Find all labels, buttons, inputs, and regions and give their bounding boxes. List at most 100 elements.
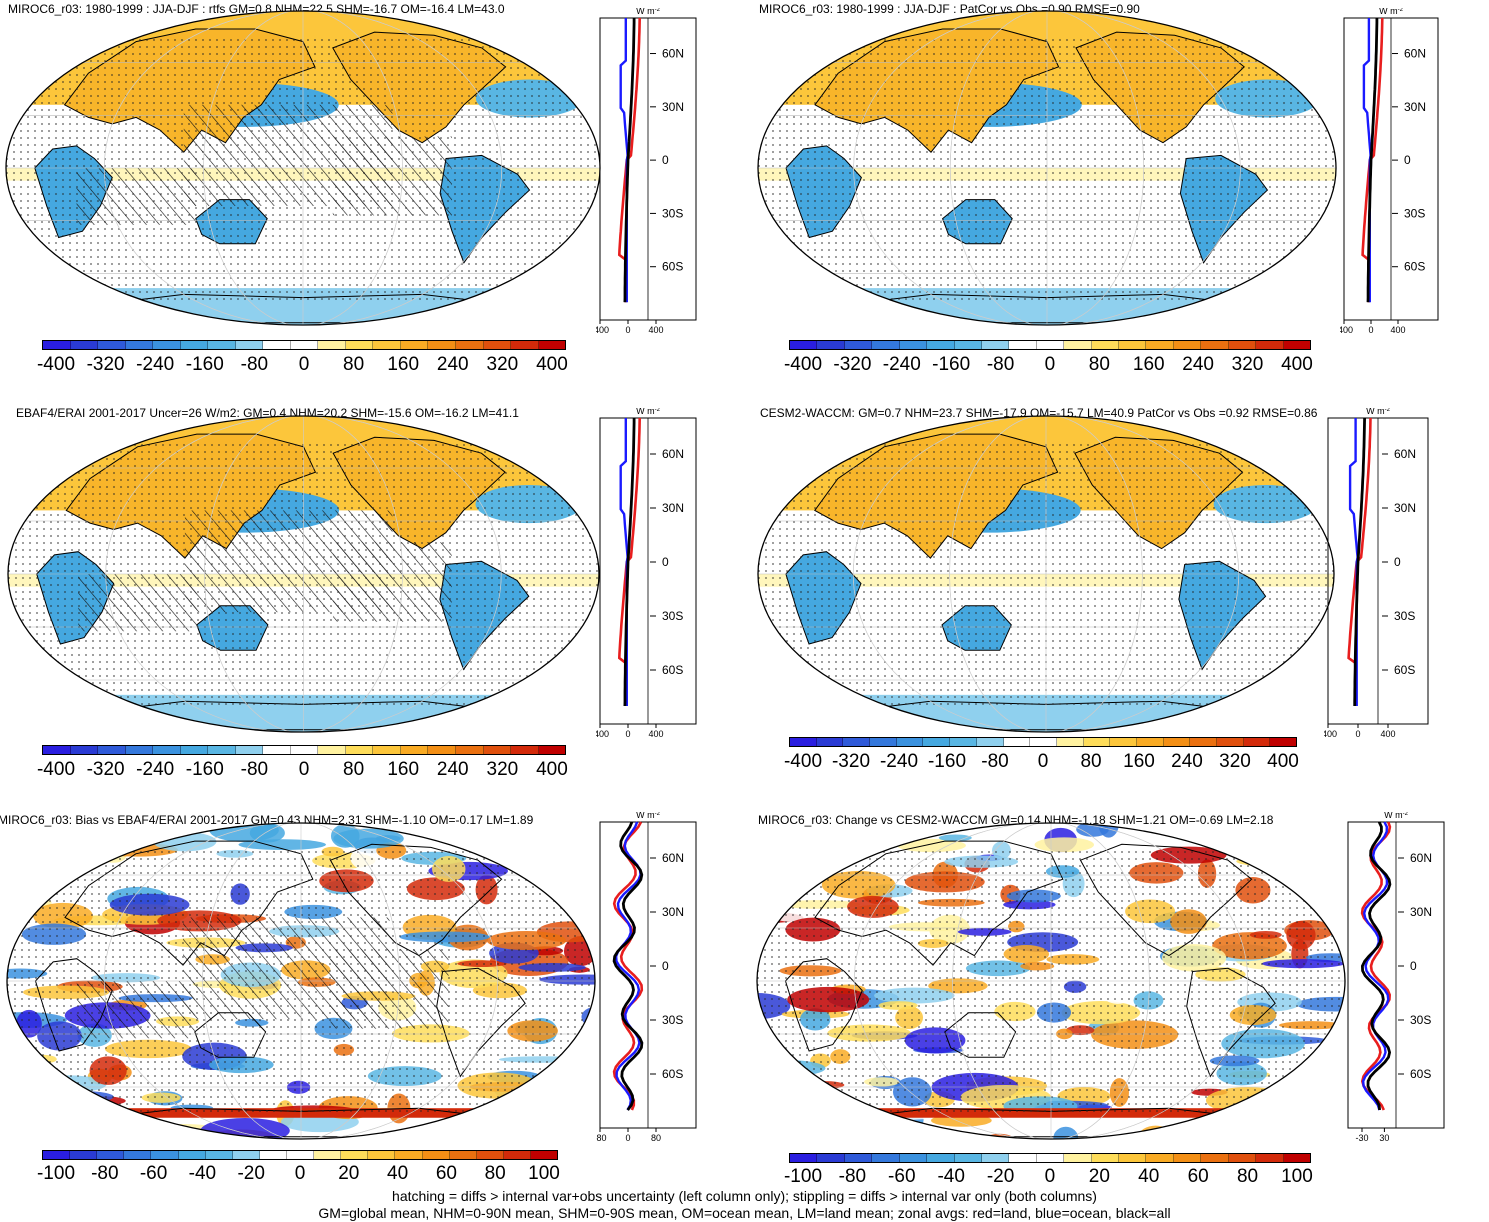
- colorbar-swatch: [341, 1151, 368, 1159]
- world-map: [757, 10, 1337, 326]
- colorbar-swatch: [291, 341, 319, 349]
- colorbar-swatch: [423, 1151, 450, 1159]
- lat-tick-label: 30N: [1394, 501, 1416, 515]
- lat-tick-label: 60N: [1410, 851, 1432, 865]
- colorbar-swatch: [1146, 1154, 1173, 1162]
- lat-tick-label: 30S: [1404, 206, 1425, 220]
- colorbar-swatch: [1256, 1154, 1283, 1162]
- colorbar-swatch: [206, 1151, 233, 1159]
- colorbar-swatch: [208, 341, 236, 349]
- lat-tick-label: 30N: [662, 905, 684, 919]
- lat-tick-label: 60N: [1394, 447, 1416, 461]
- lat-tick-label: 0: [662, 153, 669, 167]
- colorbar-swatch: [263, 746, 291, 754]
- colorbar-swatch: [71, 341, 99, 349]
- world-map: [7, 415, 600, 733]
- colorbar-swatch: [950, 738, 977, 746]
- hatching-overlay: [77, 981, 195, 1038]
- zonal-x-tick-label: 30: [1379, 1133, 1389, 1142]
- lat-tick-label: 0: [662, 555, 669, 569]
- zonal-units-label: W m-2: [636, 8, 660, 16]
- colorbar-swatch: [845, 1154, 872, 1162]
- colorbar-swatch: [1057, 738, 1084, 746]
- zonal-units-label: W m-2: [1379, 8, 1403, 16]
- colorbar-swatch: [1201, 1154, 1228, 1162]
- colorbar-swatch: [897, 738, 924, 746]
- world-map: [756, 822, 1346, 1140]
- colorbar-swatch: [1037, 341, 1064, 349]
- lat-tick-label: 60N: [662, 47, 684, 61]
- colorbar-swatch: [97, 1151, 124, 1159]
- zonal-units-label: W m-2: [636, 408, 660, 416]
- colorbar-swatch: [790, 738, 817, 746]
- colorbar-swatch: [43, 746, 71, 754]
- colorbar-swatch: [318, 746, 346, 754]
- lat-tick-label: 60S: [1404, 260, 1425, 274]
- colorbar-swatch: [368, 1151, 395, 1159]
- footer-legend-note: GM=global mean, NHM=0-90N mean, SHM=0-90…: [0, 1205, 1489, 1222]
- colorbar-swatch: [1009, 1154, 1036, 1162]
- colorbar-swatch: [900, 341, 927, 349]
- zonal-x-tick-label: 0: [625, 325, 630, 334]
- colorbar-swatch: [98, 746, 126, 754]
- lat-tick-label: 30S: [662, 609, 683, 623]
- colorbar-swatch: [1110, 738, 1137, 746]
- lat-tick-label: 30S: [662, 1013, 683, 1027]
- colorbar-swatch: [346, 341, 374, 349]
- colorbar-swatch: [982, 1154, 1009, 1162]
- colorbar-swatch: [539, 341, 566, 349]
- colorbar-swatch: [401, 341, 429, 349]
- world-map: [6, 822, 596, 1140]
- colorbar-swatch: [977, 738, 1004, 746]
- colorbar: [42, 340, 566, 350]
- hatching-overlay: [333, 136, 452, 215]
- colorbar-swatch: [1190, 738, 1217, 746]
- zonal-mean-land-curve: [619, 418, 639, 706]
- colorbar-swatch: [233, 1151, 260, 1159]
- colorbar-swatch: [1064, 341, 1091, 349]
- colorbar-swatch: [43, 341, 71, 349]
- colorbar-swatch: [208, 746, 236, 754]
- colorbar-swatch: [1092, 341, 1119, 349]
- colorbar-swatch: [1146, 341, 1173, 349]
- zonal-x-tick-label: -400: [1324, 729, 1337, 738]
- hatching-overlay: [331, 949, 449, 1028]
- zonal-mean-land-curve: [1363, 18, 1383, 302]
- zonal-x-tick-label: -400: [1340, 325, 1353, 334]
- colorbar-swatch: [318, 341, 346, 349]
- lat-tick-label: 0: [1410, 959, 1417, 973]
- colorbar-swatch: [1092, 1154, 1119, 1162]
- colorbar-swatch: [1229, 1154, 1256, 1162]
- colorbar: [789, 1153, 1311, 1163]
- colorbar: [42, 745, 566, 755]
- colorbar-swatch: [428, 746, 456, 754]
- colorbar-swatch: [539, 746, 566, 754]
- colorbar-swatch: [484, 746, 512, 754]
- lat-tick-label: 0: [662, 959, 669, 973]
- colorbar-swatch: [982, 341, 1009, 349]
- colorbar-swatch: [1037, 1154, 1064, 1162]
- colorbar-swatch: [70, 1151, 97, 1159]
- colorbar-swatch: [1270, 738, 1296, 746]
- colorbar-swatch: [1064, 1154, 1091, 1162]
- colorbar-swatch: [531, 1151, 557, 1159]
- colorbar-swatch: [314, 1151, 341, 1159]
- lat-tick-label: 30N: [1404, 100, 1426, 114]
- zonal-x-tick-label: -400: [596, 729, 609, 738]
- zonal-units-label: W m-2: [1366, 408, 1390, 416]
- colorbar-swatch: [43, 1151, 70, 1159]
- zonal-x-tick-label: -400: [596, 325, 609, 334]
- colorbar-swatch: [843, 738, 870, 746]
- colorbar-swatch: [346, 746, 374, 754]
- colorbar-swatch: [236, 746, 264, 754]
- colorbar-swatch: [955, 341, 982, 349]
- colorbar-swatch: [1201, 341, 1228, 349]
- footer-hatching-note: hatching = diffs > internal var+obs unce…: [0, 1188, 1489, 1205]
